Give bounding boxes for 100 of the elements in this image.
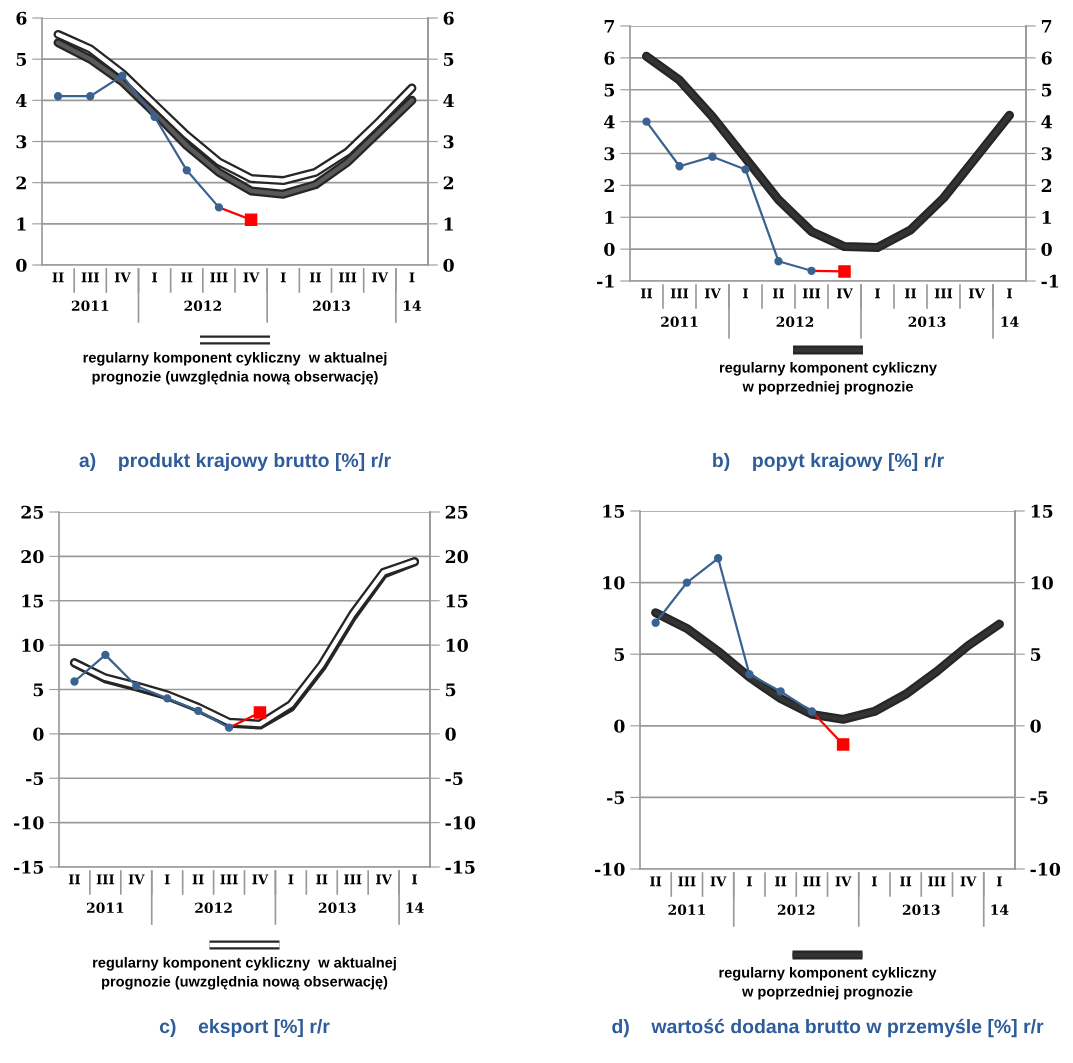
y2-tick-label: 4 [443,94,454,107]
x-tick-label: II [192,874,204,885]
point [776,687,785,696]
point [807,707,817,716]
y2-tick-label: 20 [445,550,468,564]
x-tick-label: I [280,272,286,283]
x-tick-label: I [743,288,748,299]
point [163,694,172,703]
x-tick-label: I [996,876,1002,887]
point [774,257,783,266]
y-tick-label: 4 [16,94,27,107]
point [182,166,191,175]
y-tick-label: 7 [604,19,614,33]
x-tick-label: I [409,272,415,283]
point [651,618,660,627]
text: 14 [406,902,424,913]
y2-tick-label: 2 [443,176,454,190]
x-tick-label: II [52,272,64,283]
y-tick-label: 25 [21,505,44,519]
legend-label: regularny komponent cykliczny w aktualnej prognozie (uwzględnia nową obserwację) [83,352,387,385]
x-tick-label: I [412,874,418,885]
x-tick-label: I [746,876,752,887]
y2-tick-label: 15 [446,594,468,608]
text: 2011 [86,902,124,914]
y-tick-label: 2 [16,176,26,190]
x-tick-label: IV [836,288,853,299]
y-tick-label: -10 [13,816,44,830]
x-tick-label: II [309,272,321,283]
point [132,681,141,691]
y2-tick-label: 0 [1041,242,1052,256]
y2-tick-label: 5 [444,53,454,67]
x-tick-label: III [934,288,953,299]
x-tick-label: III [81,272,99,283]
y-tick-label: 4 [604,115,615,129]
point [807,266,816,275]
x-tick-label: IV [376,874,393,885]
y-tick-label: 6 [604,51,615,65]
point [836,738,850,751]
y2-tick-label: 5 [1031,648,1041,662]
x-tick-label: II [900,876,912,887]
point [86,92,95,101]
y2-tick-label: 3 [443,135,454,149]
x-tick-label: IV [128,874,145,885]
x-tick-label: II [640,288,653,299]
text: a) produkt krajowy brutto [%] r/r [79,452,391,472]
x-tick-label: III [96,874,115,885]
text: 14 [403,300,422,311]
x-tick-label: II [775,876,787,887]
x-tick-label: I [288,874,294,885]
y-tick-label: -5 [607,791,625,805]
text: 2011 [661,316,698,328]
text: 2012 [777,904,815,916]
point [214,203,224,212]
point [150,112,159,121]
y2-tick-label: 10 [1031,576,1053,590]
legend-label: regularny komponent cykliczny w poprzedniej prognozie [719,967,937,1000]
y2-tick-label: 2 [1041,179,1052,192]
y-tick-label: -15 [13,860,44,874]
x-tick-label: IV [372,272,389,283]
x-tick-label: IV [704,288,721,299]
x-tick-label: IV [835,876,852,887]
y-tick-label: -10 [594,862,625,876]
y-tick-label: 3 [16,135,27,149]
y-tick-label: 15 [603,504,625,518]
point [675,162,684,171]
text: b) popyt krajowy [%] r/r [713,452,944,472]
point [713,554,723,563]
point [642,117,651,126]
y-tick-label: 1 [17,217,26,231]
point [193,706,203,715]
y2-tick-label: 0 [445,727,456,741]
y-tick-label: 0 [33,727,44,741]
point [101,650,110,660]
y-tick-label: 0 [604,242,615,256]
text: 2013 [313,300,350,312]
x-tick-label: IV [252,874,269,885]
y-tick-label: -5 [26,772,44,786]
x-tick-label: II [904,288,917,299]
y-tick-label: 15 [22,594,44,608]
y2-tick-label: 6 [443,11,454,25]
point [682,578,692,587]
x-tick-label: I [871,876,877,887]
text: c) eksport [%] r/r [159,1018,330,1038]
y-tick-label: 10 [603,576,625,590]
point [708,152,717,161]
x-tick-label: II [772,288,785,299]
y2-tick-label: 0 [443,258,454,272]
x-tick-label: I [875,288,880,299]
point [70,677,79,686]
x-tick-label: IV [968,288,985,299]
point [741,165,750,174]
y2-tick-label: 1 [1042,210,1051,224]
text: 2013 [908,316,946,328]
x-tick-label: II [650,876,662,887]
y-tick-label: 5 [33,683,44,697]
y-tick-label: 0 [614,719,625,733]
y2-tick-label: 10 [446,638,468,652]
y2-tick-label: 1 [444,217,453,231]
x-tick-label: I [164,874,170,885]
x-tick-label: IV [960,876,977,887]
